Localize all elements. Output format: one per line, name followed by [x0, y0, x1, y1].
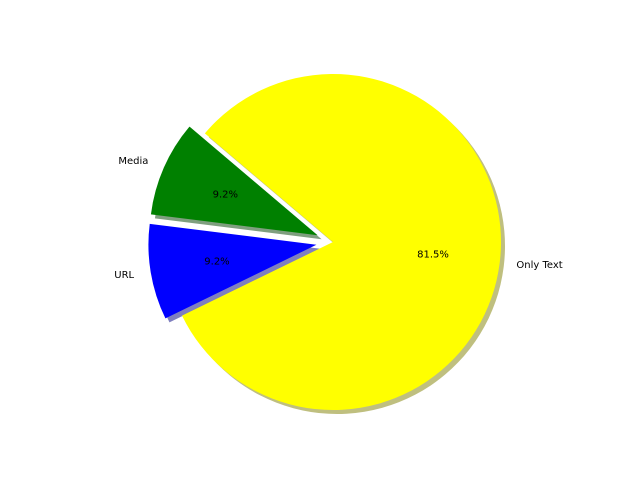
- pie-label-url: URL: [114, 270, 134, 281]
- slice-layer: [148, 74, 501, 411]
- pie-pct-media: 9.2%: [213, 190, 238, 201]
- pie-slice-only-text: [182, 74, 501, 411]
- pie-pct-only-text: 81.5%: [417, 250, 449, 261]
- label-layer: Only Text 81.5% Media 9.2% URL 9.2%: [114, 156, 562, 281]
- pie-slice-url: [148, 223, 317, 319]
- pie-label-only-text: Only Text: [516, 260, 562, 271]
- pie-label-media: Media: [118, 156, 148, 167]
- pie-pct-url: 9.2%: [204, 256, 229, 267]
- pie-slice-media: [150, 126, 318, 236]
